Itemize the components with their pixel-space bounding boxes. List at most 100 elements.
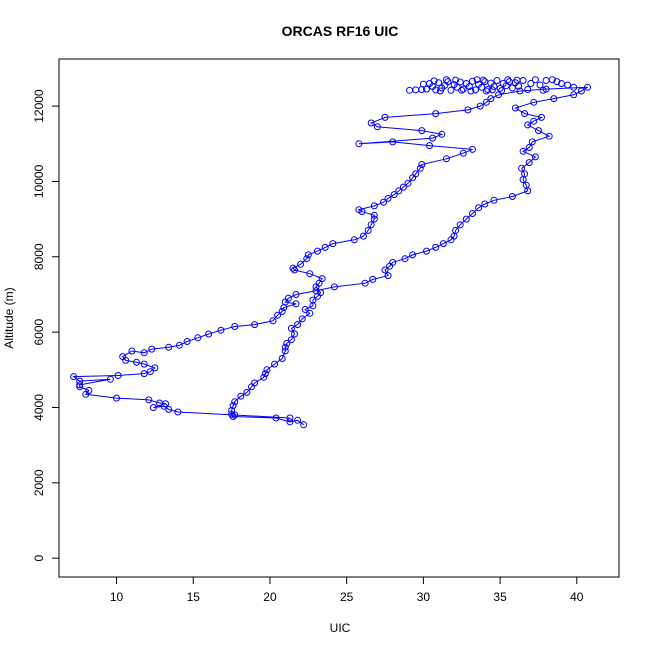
- data-point: [469, 210, 476, 217]
- data-point: [487, 95, 495, 103]
- data-point: [183, 338, 191, 345]
- data-point: [481, 200, 489, 208]
- data-point: [442, 155, 450, 163]
- data-point: [458, 86, 466, 94]
- data-point: [114, 372, 122, 379]
- data-point: [548, 76, 556, 84]
- data-point: [128, 347, 136, 355]
- data-point: [360, 232, 367, 240]
- data-point: [175, 341, 183, 349]
- y-tick-label: 2000: [32, 469, 46, 496]
- data-point: [429, 134, 437, 142]
- data-point: [469, 77, 476, 85]
- data-point: [294, 416, 302, 424]
- data-point: [269, 317, 277, 325]
- data-point: [350, 236, 358, 244]
- data-point: [306, 270, 314, 278]
- data-point: [479, 76, 487, 84]
- data-point: [482, 87, 490, 95]
- data-point: [309, 296, 317, 304]
- data-point: [381, 266, 389, 274]
- data-point: [286, 414, 294, 422]
- data-point: [513, 76, 521, 84]
- data-point: [467, 87, 475, 95]
- data-point: [418, 161, 426, 168]
- data-point: [330, 283, 338, 291]
- y-tick-label: 12000: [32, 89, 46, 123]
- data-point: [294, 321, 302, 329]
- data-point: [531, 153, 539, 161]
- data-point: [76, 381, 84, 389]
- data-point: [416, 164, 424, 172]
- data-point: [300, 421, 308, 429]
- data-point: [475, 204, 483, 212]
- data-point: [274, 311, 282, 319]
- data-point: [404, 179, 412, 187]
- data-point: [303, 255, 311, 263]
- data-point: [298, 315, 306, 323]
- data-point: [472, 86, 479, 94]
- data-point: [476, 102, 484, 110]
- data-point: [70, 373, 78, 381]
- data-point: [584, 83, 591, 91]
- data-point: [426, 142, 433, 150]
- data-point: [314, 247, 321, 255]
- data-point: [317, 289, 325, 297]
- x-tick-label: 15: [187, 590, 201, 604]
- data-point: [237, 392, 245, 400]
- data-point: [390, 191, 398, 199]
- data-point: [280, 304, 288, 312]
- data-point: [459, 149, 467, 157]
- data-point: [146, 368, 154, 376]
- data-point: [419, 80, 427, 88]
- data-point: [140, 349, 148, 357]
- data-point: [140, 360, 148, 368]
- data-point: [490, 196, 498, 204]
- data-point: [272, 414, 280, 422]
- data-point: [452, 76, 460, 84]
- data-point: [174, 408, 182, 416]
- data-point: [82, 390, 90, 398]
- data-point: [524, 187, 532, 195]
- data-point: [380, 198, 387, 206]
- data-point: [283, 339, 291, 347]
- data-point: [321, 243, 329, 251]
- data-point: [432, 86, 440, 94]
- y-tick-label: 10000: [32, 164, 46, 198]
- data-point: [370, 215, 378, 223]
- data-point: [217, 326, 225, 334]
- data-point: [395, 187, 403, 195]
- data-point: [490, 83, 498, 90]
- data-point: [524, 86, 532, 93]
- data-point: [423, 85, 430, 93]
- y-tick-label: 6000: [32, 318, 46, 345]
- data-point: [149, 404, 157, 411]
- data-point: [493, 77, 501, 84]
- data-point: [401, 255, 409, 263]
- data-point: [389, 138, 397, 146]
- data-point: [367, 119, 375, 127]
- x-tick-label: 20: [263, 590, 277, 604]
- data-point: [113, 394, 120, 402]
- data-point: [384, 194, 392, 202]
- data-point: [140, 370, 148, 378]
- data-point: [133, 358, 140, 366]
- data-point: [271, 360, 279, 368]
- data-point: [312, 287, 320, 295]
- data-point: [484, 86, 492, 93]
- data-point: [231, 411, 239, 419]
- data-point: [231, 398, 239, 406]
- data-point: [263, 366, 271, 374]
- chart-title: ORCAS RF16 UIC: [282, 23, 399, 39]
- data-point: [519, 147, 527, 155]
- data-point: [76, 383, 84, 391]
- data-point: [318, 275, 326, 283]
- data-point: [438, 130, 446, 138]
- data-point: [412, 170, 420, 178]
- data-point: [106, 375, 114, 383]
- data-point: [329, 240, 337, 248]
- data-point: [521, 110, 529, 118]
- data-point: [409, 251, 417, 259]
- data-point: [478, 83, 486, 91]
